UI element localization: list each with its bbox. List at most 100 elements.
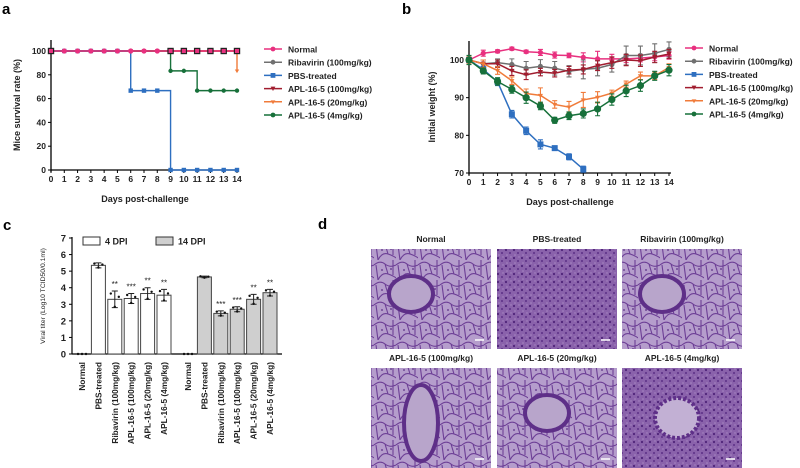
weight-y-tick-label: 80 [455, 130, 465, 140]
airway [387, 274, 435, 314]
weight-x-tick-label: 3 [509, 177, 514, 187]
weight-x-tick-label: 9 [595, 177, 600, 187]
titer-legend-swatch [82, 236, 101, 246]
titer-legend-swatch [155, 236, 174, 246]
titer-data-point [130, 301, 133, 305]
survival-legend-label: APL-16-5 (4mg/kg) [288, 111, 363, 121]
titer-x-tick-label: Ribavirin (100mg/kg) [110, 362, 120, 444]
weight-point [522, 94, 530, 102]
weight-point [537, 49, 544, 56]
survival-point [167, 48, 174, 54]
weight-x-tick-label: 0 [467, 177, 472, 187]
weight-legend-marker [691, 58, 697, 64]
weight-point [493, 77, 502, 86]
weight-point [509, 68, 515, 74]
titer-data-point [215, 310, 218, 313]
titer-data-point [146, 297, 149, 300]
survival-point [114, 48, 121, 54]
weight-point [594, 63, 601, 69]
titer-y-tick-label: 0 [61, 350, 66, 361]
titer-y-tick-label: 6 [61, 250, 66, 261]
titer-y-tick-label: 2 [61, 316, 66, 327]
weight-point [565, 112, 573, 120]
titer-data-point [252, 302, 255, 305]
survival-overlap-marker [233, 47, 241, 55]
titer-data-point [93, 262, 96, 265]
survival-legend-marker [270, 100, 276, 105]
titer-bar [246, 298, 262, 355]
weight-point [523, 49, 529, 55]
survival-x-tick-label: 3 [88, 174, 93, 184]
titer-data-point [199, 275, 202, 278]
histology-title: APL-16-5 (4mg/kg) [645, 353, 720, 363]
survival-x-tick-label: 0 [49, 174, 54, 184]
titer-bar [262, 292, 278, 355]
histology-image [371, 249, 491, 349]
weight-point [509, 46, 515, 52]
titer-bar [196, 276, 212, 355]
titer-data-point [84, 352, 88, 356]
titer-x-tick-label: APL-16-5 (4mg/kg) [265, 362, 275, 435]
weight-point [552, 102, 558, 108]
weight-point [523, 72, 529, 78]
weight-x-tick-label: 11 [622, 177, 631, 187]
titer-y-tick-label: 3 [61, 300, 66, 311]
histology-image [497, 249, 617, 349]
weight-x-tick-label: 14 [664, 177, 674, 187]
survival-x-tick-label: 7 [142, 174, 147, 184]
titer-data-point [158, 289, 162, 293]
survival-point [128, 88, 133, 93]
titer-bar [123, 297, 139, 355]
weight-point [566, 105, 572, 110]
survival-x-tick-label: 12 [206, 174, 216, 184]
survival-legend-marker [270, 112, 276, 118]
weight-point [508, 111, 515, 118]
titer-x-tick-label: Ribavirin (100mg/kg) [216, 362, 226, 444]
panel-label-a: a [2, 1, 11, 18]
weight-point [536, 102, 545, 110]
weight-point [623, 82, 629, 87]
weight-point [494, 68, 501, 74]
survival-y-tick-label: 0 [41, 165, 46, 175]
weight-x-tick-label: 5 [538, 177, 543, 187]
titer-data-point [76, 352, 80, 356]
panel-label-c: c [3, 217, 11, 234]
survival-x-tick-label: 4 [102, 174, 107, 184]
titer-data-point [162, 299, 166, 302]
histology-image [497, 368, 617, 468]
survival-legend-marker [270, 46, 276, 52]
histology-image [622, 249, 742, 349]
survival-overlap-marker [207, 47, 214, 55]
titer-significance: ** [161, 278, 167, 287]
weight-y-tick-label: 100 [450, 55, 464, 65]
titer-data-point [126, 293, 129, 297]
survival-point [154, 48, 160, 54]
histology-image [371, 368, 491, 468]
weight-point [494, 61, 501, 67]
survival-point [181, 48, 187, 54]
survival-legend-label: Normal [288, 45, 317, 55]
titer-data-point [150, 290, 153, 293]
weight-legend-label: PBS-treated [709, 70, 758, 80]
survival-point [234, 167, 240, 173]
titer-x-tick-label: PBS-treated [199, 362, 209, 410]
airway [653, 396, 701, 440]
weight-legend-marker [691, 111, 697, 117]
weight-x-tick-label: 13 [650, 177, 660, 187]
survival-legend-label: APL-16-5 (20mg/kg) [288, 97, 368, 107]
titer-data-point [248, 294, 251, 298]
titer-data-point [182, 352, 186, 356]
titer-significance: ** [144, 277, 150, 286]
survival-point [234, 48, 240, 54]
weight-point [609, 60, 615, 66]
titer-data-point [109, 292, 113, 295]
survival-x-tick-label: 14 [232, 174, 242, 184]
viral-titer-chart: 0 1 2 3 4 5 6 7 Viral titer (Log10 TCID50/0.1ml)… [40, 234, 282, 444]
survival-y-axis-title: Mice survival rate (%) [12, 59, 22, 151]
survival-y-tick-label: 80 [37, 70, 47, 80]
weight-x-tick-label: 10 [607, 177, 617, 187]
weight-point [623, 57, 629, 63]
survival-point [234, 88, 240, 93]
